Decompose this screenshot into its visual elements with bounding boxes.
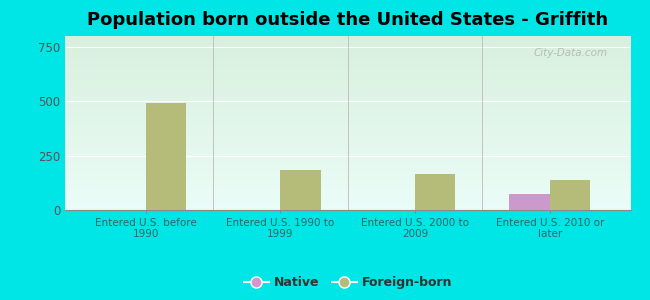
Bar [146, 103, 186, 210]
Bar [415, 174, 456, 210]
Bar [550, 179, 590, 210]
Bar [280, 170, 321, 210]
Legend: Native, Foreign-born: Native, Foreign-born [239, 271, 457, 294]
Title: Population born outside the United States - Griffith: Population born outside the United State… [87, 11, 608, 29]
Text: City-Data.com: City-Data.com [534, 48, 608, 58]
Bar [510, 194, 550, 210]
